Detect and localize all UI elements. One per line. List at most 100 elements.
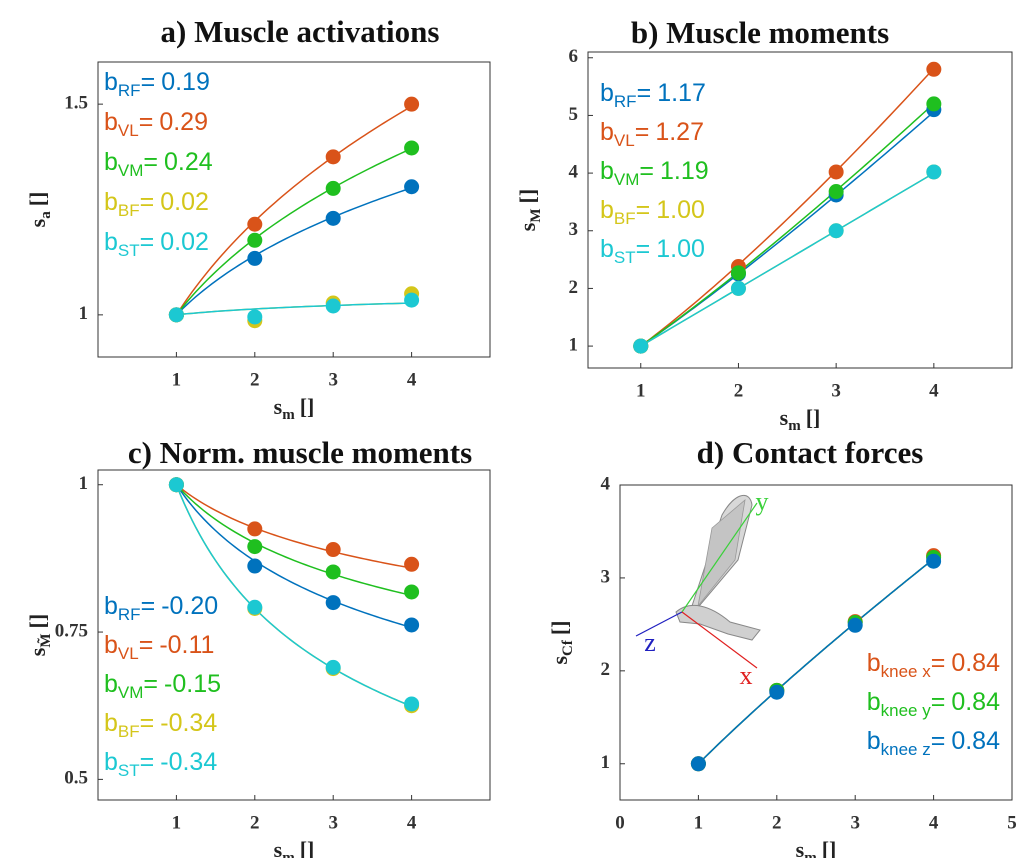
x-tick-label: 4 — [929, 812, 939, 833]
y-tick-label: 0.5 — [64, 768, 88, 789]
legend-entry: bBF= 1.00 — [600, 196, 705, 229]
y-tick-label: 2 — [601, 659, 611, 680]
data-point — [247, 309, 263, 325]
x-tick-label: 2 — [734, 380, 744, 401]
legend-entry: bRF= -0.20 — [104, 592, 218, 625]
legend-value: 0.84 — [951, 727, 1000, 755]
x-tick-label: 4 — [407, 369, 417, 390]
legend-symbol: b — [104, 68, 118, 96]
legend-sign: = — [143, 148, 158, 176]
legend-value: -0.11 — [159, 631, 214, 659]
legend-symbol: b — [104, 592, 118, 620]
legend-name: RF — [118, 605, 141, 624]
legend-sign: = — [637, 79, 652, 107]
data-point — [633, 338, 649, 354]
y-axis-label: sCf [] — [547, 620, 576, 664]
legend-value: 1.00 — [656, 235, 705, 263]
y-axis-label: sM [] — [515, 189, 544, 231]
legend-entry: bBF= 0.02 — [104, 188, 209, 221]
legend-value: 1.00 — [656, 196, 705, 224]
legend-value: 1.19 — [660, 157, 709, 185]
y-tick-label: 1 — [601, 752, 611, 773]
legend-value: 0.84 — [951, 649, 1000, 677]
data-point — [404, 617, 420, 633]
fit-curve — [697, 558, 935, 765]
legend-entry: bST= 1.00 — [600, 235, 705, 268]
legend-symbol: b — [104, 670, 118, 698]
x-tick-label: 1 — [172, 369, 182, 390]
legend-value: 0.84 — [951, 688, 1000, 716]
x-tick-label: 3 — [328, 812, 338, 833]
data-point — [769, 684, 785, 700]
data-point — [325, 180, 341, 196]
axes-box — [97, 61, 491, 358]
x-label-main: s — [274, 837, 283, 858]
legend-sign: = — [143, 670, 158, 698]
legend-entry: bVL= -0.11 — [104, 631, 214, 664]
legend-value: -0.34 — [160, 748, 217, 776]
y-label-main: s — [25, 647, 50, 656]
data-point — [404, 584, 420, 600]
legend-sign: = — [140, 188, 155, 216]
y-label-unit: [] — [515, 189, 540, 204]
legend-name: ST — [614, 248, 636, 267]
data-point — [926, 164, 942, 180]
data-point — [325, 595, 341, 611]
legend-name: VL — [118, 121, 139, 140]
data-point — [926, 61, 942, 77]
fit-curve — [640, 103, 935, 347]
knee-inset — [635, 495, 761, 669]
data-point — [325, 659, 341, 675]
legend-symbol: b — [600, 118, 614, 146]
legend-value: -0.15 — [164, 670, 221, 698]
legend-symbol: b — [104, 108, 118, 136]
legend-symbol: b — [867, 649, 881, 677]
data-point — [247, 232, 263, 248]
legend-sign: = — [139, 631, 154, 659]
x-label-unit: [] — [300, 837, 315, 858]
chart-title: c) Norm. muscle moments — [128, 435, 472, 470]
data-point — [247, 599, 263, 615]
data-point — [690, 756, 706, 772]
legend-symbol: b — [104, 148, 118, 176]
x-label-sub: m — [788, 418, 801, 434]
legend-sign: = — [139, 108, 154, 136]
legend-value: -0.34 — [160, 709, 217, 737]
data-point — [828, 164, 844, 180]
data-point — [404, 96, 420, 112]
legend-symbol: b — [600, 157, 614, 185]
legend-name: BF — [118, 201, 140, 220]
chart-title: d) Contact forces — [697, 435, 924, 470]
data-point — [325, 298, 341, 314]
legend-sign: = — [140, 748, 155, 776]
legend-entry: bVM= 1.19 — [600, 157, 709, 190]
inset-tibia — [675, 604, 761, 641]
y-tick-label: 1 — [569, 334, 579, 355]
axes-box — [97, 469, 491, 801]
legend-entry: bST= 0.02 — [104, 228, 209, 261]
inset-axis-label: y — [756, 487, 769, 516]
data-point — [730, 280, 746, 296]
data-point — [730, 265, 746, 281]
legend-sign: = — [141, 592, 156, 620]
x-tick-label: 1 — [636, 380, 646, 401]
data-point — [325, 149, 341, 165]
legend-value: 0.19 — [161, 68, 210, 96]
legend-value: 0.24 — [164, 148, 213, 176]
y-label-unit: [] — [25, 614, 50, 629]
legend-entry: bRF= 1.17 — [600, 79, 706, 112]
legend-entry: bknee y= 0.84 — [867, 688, 1000, 721]
data-point — [828, 223, 844, 239]
x-label-main: s — [274, 394, 283, 419]
legend-symbol: b — [104, 188, 118, 216]
legend-sign: = — [639, 157, 654, 185]
legend-entry: bST= -0.34 — [104, 748, 217, 781]
y-tick-label: 0.75 — [55, 620, 88, 641]
fit-curve — [175, 484, 412, 707]
y-tick-label: 4 — [601, 473, 611, 494]
data-point — [325, 542, 341, 558]
legend-entry: bVL= 1.27 — [600, 118, 704, 151]
y-tick-label: 1 — [79, 303, 89, 324]
data-point — [168, 477, 184, 493]
y-tick-label: 2 — [569, 277, 579, 298]
